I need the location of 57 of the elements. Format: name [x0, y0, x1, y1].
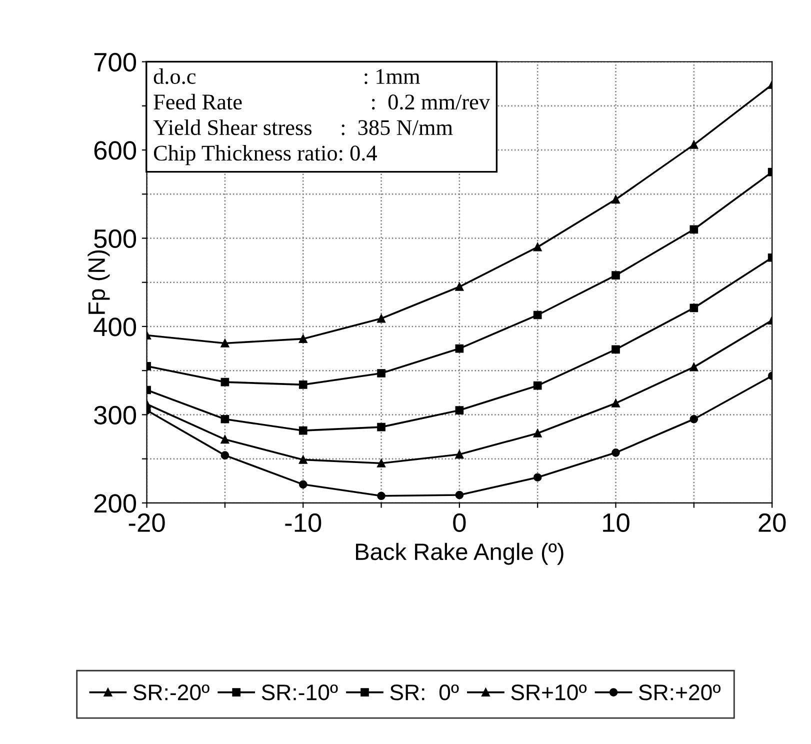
y-tick-label: 600 [94, 141, 136, 160]
x-tick-label: -20 [128, 513, 165, 532]
point [377, 369, 386, 378]
point [690, 304, 698, 312]
point [220, 339, 230, 348]
point [220, 378, 230, 386]
legend-label: SR:-20º [133, 684, 210, 700]
y-tick-label: 300 [94, 406, 136, 425]
point [612, 345, 620, 354]
point [377, 492, 386, 500]
point [455, 490, 464, 500]
point [298, 426, 308, 435]
point [533, 242, 542, 252]
point [612, 195, 620, 204]
point [690, 225, 698, 234]
x-tick-label: 20 [758, 513, 786, 532]
x-tick-label: -10 [285, 513, 322, 532]
point [220, 435, 230, 444]
point [298, 334, 308, 343]
x-axis-title: Back Rake Angle (º) [356, 542, 564, 565]
y-tick-label: 200 [94, 494, 136, 513]
point [220, 414, 230, 424]
y-axis-title: Fp (N) [88, 250, 110, 314]
point [377, 459, 386, 468]
point [298, 480, 308, 489]
point [690, 362, 698, 372]
legend-label: SR:-10º [262, 684, 338, 700]
point [690, 140, 698, 149]
annotation: d.o.c : 1mm [154, 68, 420, 84]
point [533, 310, 542, 320]
point [220, 451, 230, 460]
point [690, 414, 698, 424]
point [612, 399, 620, 408]
x-tick-label: 10 [603, 513, 630, 532]
point [377, 314, 386, 323]
point [533, 381, 542, 390]
y-tick-label: 400 [94, 318, 136, 336]
point [455, 406, 464, 414]
annotation: Yield Shear stress : 385 N/mm [153, 119, 453, 136]
y-tick-label: 700 [94, 52, 136, 72]
annotation: Chip Thickness ratio: 0.4 [154, 145, 377, 166]
legend-label: SR:+20º [638, 684, 721, 700]
legend-label: SR+10º [511, 684, 587, 700]
point [298, 456, 308, 464]
point [377, 422, 386, 432]
point [612, 448, 620, 457]
legend-label: SR: 0º [390, 684, 459, 700]
annotation: Feed Rate : 0.2 mm/rev [154, 94, 490, 110]
point [298, 380, 308, 389]
point [533, 429, 542, 438]
point [612, 271, 620, 280]
x-tick-label: 0 [453, 513, 466, 532]
point [455, 344, 464, 353]
point [455, 282, 464, 291]
point [455, 450, 464, 459]
point [533, 473, 542, 482]
y-tick-label: 500 [94, 229, 136, 248]
